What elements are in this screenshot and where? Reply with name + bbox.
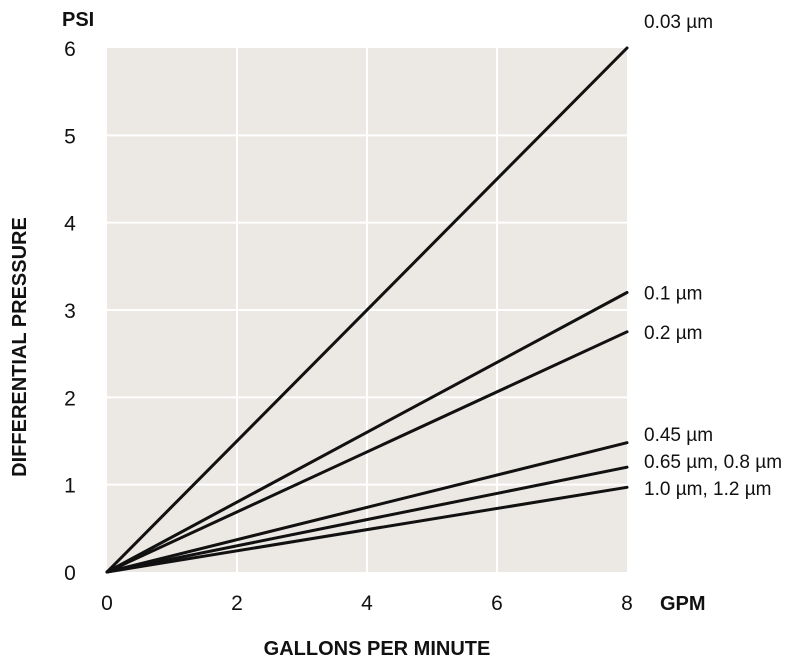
series-labels: 0.03 µm 0.1 µm 0.2 µm 0.45 µm 0.65 µm, 0.8 µ… — [644, 12, 782, 500]
series-label: 0.03 µm — [644, 12, 713, 33]
series-label: 1.0 µm, 1.2 µm — [644, 479, 772, 500]
series-line — [105, 330, 629, 574]
series-lines — [105, 46, 629, 574]
y-tick-label: 1 — [64, 475, 76, 498]
series-line — [105, 485, 629, 574]
tick-labels: 0 2 4 6 8 0 1 2 3 4 5 6 — [64, 38, 633, 615]
y-tick-label: 2 — [64, 387, 76, 410]
y-tick-label: 5 — [64, 125, 76, 148]
series-label: 0.45 µm — [644, 425, 713, 446]
y-tick-label: 6 — [64, 38, 76, 61]
x-tick-label: 8 — [621, 592, 633, 615]
x-unit-label: GPM — [660, 593, 706, 615]
x-tick-label: 4 — [361, 592, 373, 615]
y-axis-title: DIFFERENTIAL PRESSURE — [9, 217, 31, 477]
x-tick-label: 0 — [101, 592, 113, 615]
y-tick-label: 4 — [64, 213, 76, 236]
series-line — [105, 441, 629, 574]
x-axis-title: GALLONS PER MINUTE — [264, 638, 491, 660]
y-unit-label: PSI — [62, 9, 94, 31]
series-line — [105, 291, 629, 574]
series-line — [105, 46, 629, 574]
series-label: 0.2 µm — [644, 323, 702, 344]
x-tick-label: 6 — [491, 592, 503, 615]
series-label: 0.65 µm, 0.8 µm — [644, 452, 782, 473]
series-line — [105, 465, 629, 574]
series-label: 0.1 µm — [644, 284, 702, 305]
y-tick-label: 3 — [64, 300, 76, 323]
y-tick-label: 0 — [64, 562, 76, 585]
x-tick-label: 2 — [231, 592, 243, 615]
